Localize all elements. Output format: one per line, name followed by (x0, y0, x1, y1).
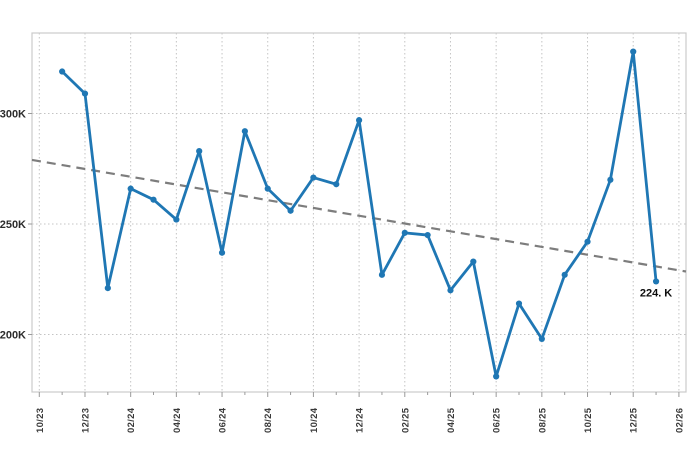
x-tick-label: 06/25 (492, 407, 503, 433)
x-tick-label: 10/23 (35, 408, 46, 433)
data-point-marker (196, 147, 203, 155)
data-point-marker (378, 271, 386, 278)
data-point-marker (81, 90, 89, 97)
x-tick-label: 08/24 (263, 407, 274, 433)
data-point-marker (470, 258, 477, 265)
data-point-marker (561, 271, 568, 278)
data-point-marker (424, 231, 431, 239)
x-tick-label: 10/25 (583, 407, 594, 433)
data-point-marker (493, 373, 500, 380)
x-tick-label: 12/25 (629, 407, 640, 433)
x-tick-label: 08/25 (537, 407, 548, 433)
last-value-annotation: 224. K (640, 287, 672, 299)
y-tick-label: 200K (0, 330, 26, 342)
data-point-marker (401, 229, 408, 236)
data-point-marker (515, 300, 523, 307)
y-tick-label: 300K (0, 109, 26, 121)
data-point-marker (310, 174, 317, 181)
data-point-marker (104, 284, 111, 292)
data-point-marker (127, 185, 134, 192)
data-point-marker (652, 278, 660, 285)
data-point-marker (630, 48, 637, 55)
data-point-marker (218, 249, 226, 256)
y-tick-label: 250K (0, 219, 26, 231)
data-point-marker (356, 117, 363, 124)
x-tick-label: 04/24 (172, 407, 183, 433)
data-point-marker (173, 216, 180, 223)
data-point-marker (538, 335, 545, 343)
data-point-marker (584, 238, 591, 245)
x-tick-label: 10/24 (309, 407, 320, 433)
x-tick-label: 02/24 (126, 407, 137, 433)
x-tick-label: 06/24 (218, 407, 229, 433)
data-point-marker (241, 128, 248, 135)
x-tick-label: 12/23 (80, 408, 91, 433)
data-point-marker (607, 176, 614, 183)
trend-line (31, 158, 687, 273)
x-tick-label: 04/25 (446, 407, 457, 433)
data-point-marker (287, 207, 294, 214)
data-point-marker (264, 185, 271, 192)
data-point-marker (447, 287, 454, 294)
x-tick-label: 12/24 (355, 407, 366, 433)
data-point-marker (59, 68, 66, 75)
data-point-marker (150, 196, 157, 203)
x-tick-label: 02/25 (400, 407, 411, 433)
data-point-marker (333, 181, 340, 188)
x-tick-label: 02/26 (674, 408, 685, 433)
